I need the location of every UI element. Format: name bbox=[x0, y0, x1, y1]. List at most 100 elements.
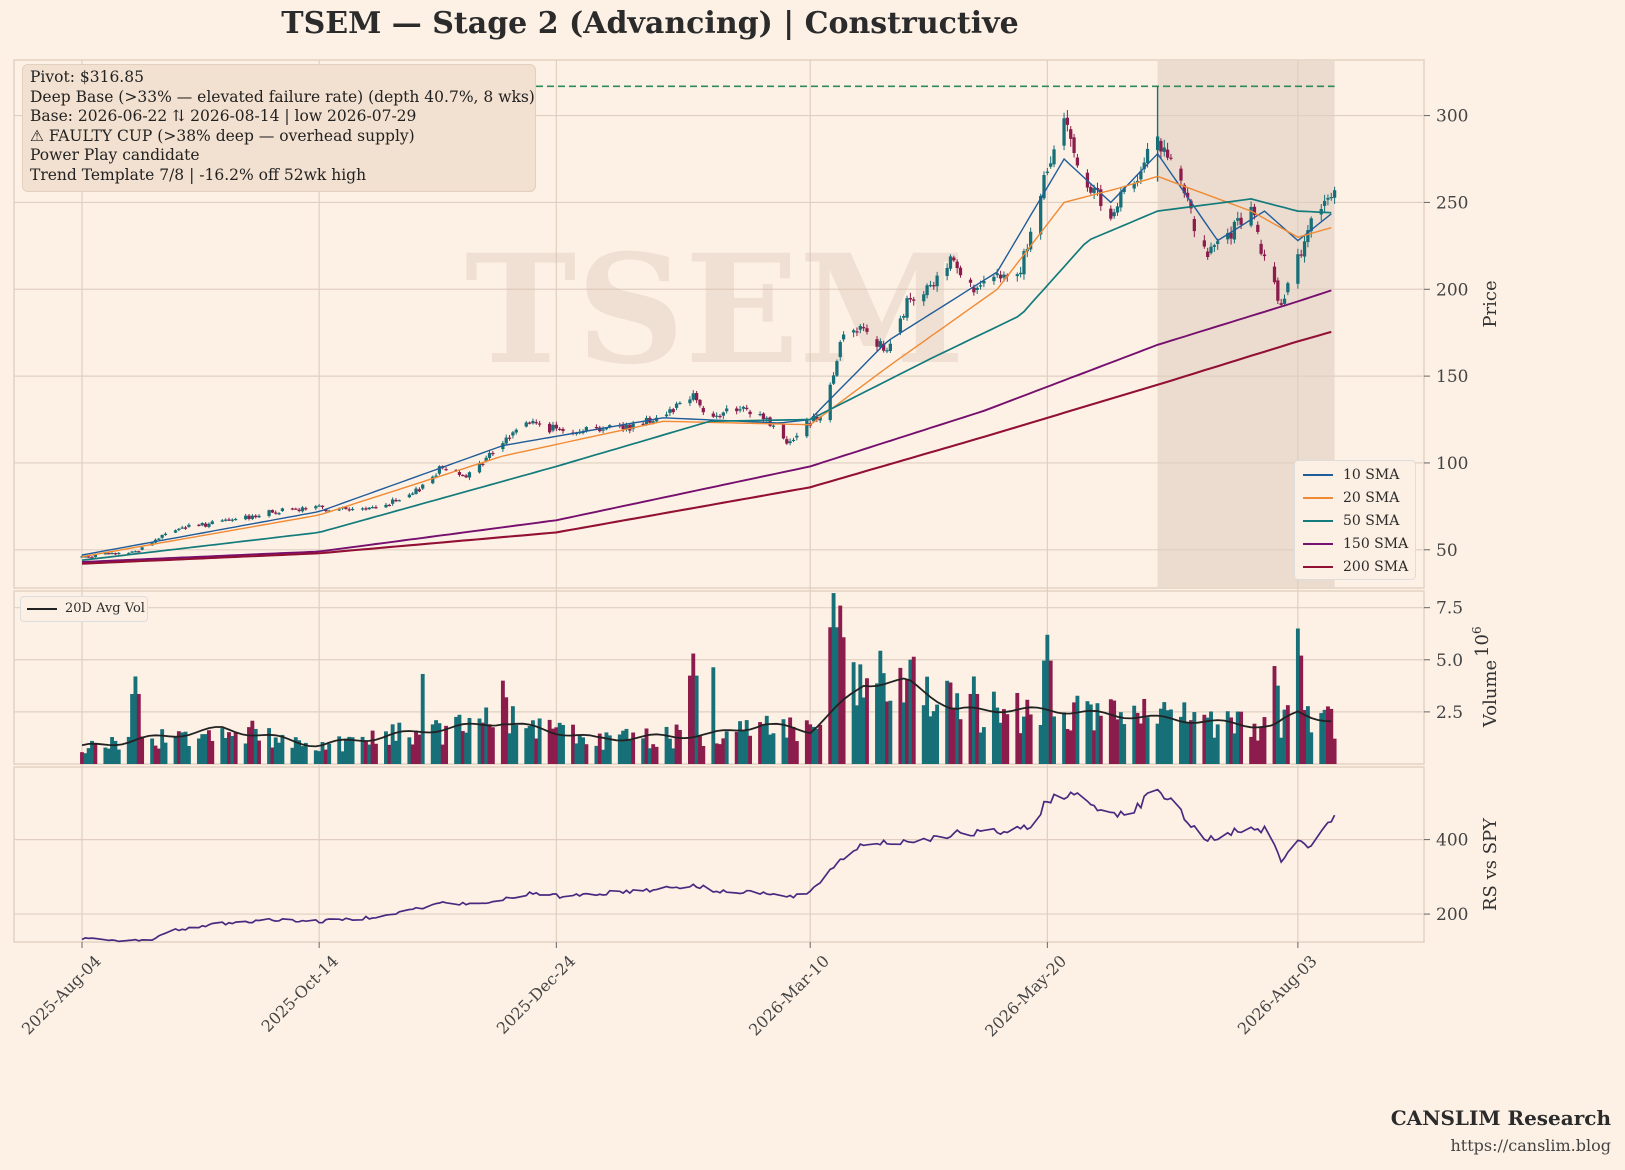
candle-body bbox=[394, 499, 398, 502]
candle-body bbox=[718, 415, 722, 418]
volume-bar bbox=[394, 740, 398, 764]
volume-bar bbox=[370, 730, 375, 764]
candle-body bbox=[250, 515, 254, 519]
candle-body bbox=[437, 466, 442, 474]
volume-bar bbox=[1115, 719, 1120, 764]
candle-body bbox=[828, 384, 832, 420]
legend-swatch bbox=[27, 607, 57, 610]
volume-bar bbox=[1072, 702, 1077, 764]
volume-bars-group bbox=[80, 593, 1337, 764]
volume-bar bbox=[607, 735, 612, 764]
volume-bar bbox=[327, 743, 332, 764]
volume-bar bbox=[374, 743, 378, 764]
volume-bar bbox=[414, 730, 418, 764]
volume-bar bbox=[534, 738, 539, 764]
volume-bar bbox=[1015, 692, 1020, 764]
volume-bar bbox=[811, 726, 816, 764]
candle-body bbox=[527, 422, 532, 424]
candle-body bbox=[788, 441, 792, 443]
candle-body bbox=[1249, 206, 1253, 226]
candle-body bbox=[1119, 191, 1123, 208]
volume-bar bbox=[140, 736, 145, 764]
volume-bar bbox=[524, 728, 529, 764]
candle-body bbox=[1306, 230, 1310, 243]
volume-bar bbox=[781, 719, 786, 764]
candle-body bbox=[177, 528, 181, 531]
volume-bar bbox=[1209, 711, 1213, 764]
volume-bar bbox=[577, 734, 582, 764]
volume-bar bbox=[510, 706, 515, 764]
volume-ytick-label: 5.0 bbox=[1436, 651, 1463, 671]
legend-swatch bbox=[1303, 497, 1333, 499]
candle-body bbox=[1206, 251, 1210, 258]
volume-bar bbox=[581, 737, 585, 764]
volume-bar bbox=[768, 734, 773, 764]
candle-body bbox=[995, 273, 999, 276]
volume-bar bbox=[738, 721, 742, 764]
legend-swatch bbox=[1303, 566, 1333, 568]
volume-bar bbox=[644, 728, 649, 764]
candle-body bbox=[715, 415, 719, 417]
volume-bar bbox=[300, 746, 305, 764]
volume-bar bbox=[1302, 710, 1307, 764]
candle-body bbox=[444, 469, 448, 471]
candle-body bbox=[841, 334, 846, 340]
volume-bar bbox=[771, 733, 776, 764]
volume-bar bbox=[975, 693, 980, 764]
candle-body bbox=[905, 298, 909, 318]
sma-legend: 10 SMA 20 SMA 50 SMA 150 SMA 200 SMA bbox=[1294, 460, 1416, 580]
candle-body bbox=[83, 556, 87, 558]
volume-bar bbox=[584, 744, 589, 764]
candle-body bbox=[1256, 224, 1260, 232]
candle-body bbox=[1272, 266, 1277, 283]
candle-body bbox=[230, 519, 234, 521]
candle-body bbox=[304, 508, 308, 510]
candle-body bbox=[421, 484, 425, 489]
candle-body bbox=[274, 512, 278, 514]
volume-bar bbox=[925, 676, 930, 764]
volume-bar bbox=[1042, 660, 1046, 764]
volume-bar bbox=[935, 704, 940, 764]
volume-bar bbox=[1062, 712, 1066, 764]
candle-body bbox=[831, 375, 836, 384]
candle-body bbox=[1122, 188, 1126, 193]
volume-bar bbox=[624, 728, 629, 764]
volume-multiplier-exponent: 6 bbox=[1470, 626, 1484, 634]
candle-body bbox=[537, 423, 542, 425]
volume-bar bbox=[594, 745, 599, 764]
legend-swatch bbox=[1303, 543, 1333, 545]
volume-bar bbox=[243, 743, 248, 764]
volume-legend: 20D Avg Vol bbox=[20, 596, 148, 622]
volume-ytick-label: 7.5 bbox=[1436, 599, 1463, 619]
volume-bar bbox=[297, 740, 302, 764]
candle-body bbox=[574, 432, 579, 435]
volume-bar bbox=[597, 733, 602, 764]
volume-bar bbox=[367, 744, 372, 764]
candle-body bbox=[624, 425, 629, 430]
volume-bar bbox=[490, 727, 495, 764]
volume-bar bbox=[93, 743, 98, 764]
volume-bar bbox=[1045, 634, 1050, 764]
volume-bar bbox=[390, 724, 395, 764]
candle-body bbox=[838, 342, 842, 358]
candle-body bbox=[1065, 117, 1070, 125]
candle-body bbox=[1182, 184, 1186, 194]
volume-bar bbox=[116, 749, 121, 764]
volume-bar bbox=[280, 734, 285, 764]
volume-bar bbox=[1182, 702, 1187, 764]
sma-line-150-sma bbox=[81, 289, 1332, 563]
rs-ytick-label: 200 bbox=[1436, 905, 1468, 925]
volume-bar bbox=[958, 719, 963, 764]
volume-bar bbox=[203, 734, 208, 764]
volume-bar bbox=[360, 736, 365, 764]
volume-bar bbox=[407, 737, 412, 764]
candle-body bbox=[608, 425, 612, 427]
candle-body bbox=[457, 472, 462, 476]
candle-body bbox=[958, 267, 963, 276]
volume-bar bbox=[1295, 628, 1300, 764]
candle-body bbox=[725, 408, 729, 412]
candle-body bbox=[711, 413, 715, 417]
volume-bar bbox=[627, 739, 632, 764]
candle-body bbox=[601, 429, 605, 431]
